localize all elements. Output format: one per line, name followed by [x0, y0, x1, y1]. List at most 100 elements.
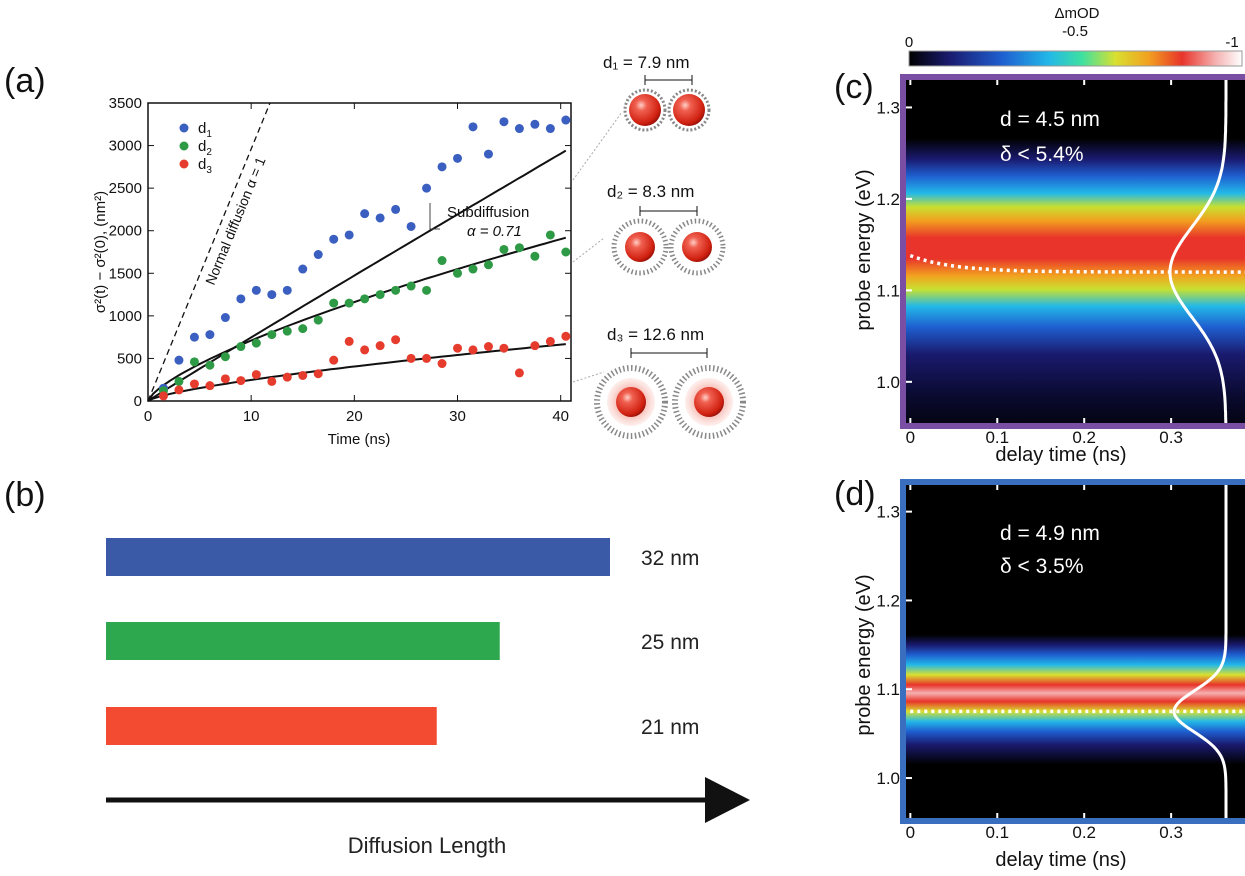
x-tick-label: 0.3 [1159, 428, 1183, 447]
data-point-d2 [313, 315, 323, 325]
data-point-d2 [174, 376, 184, 386]
panel-b-letter: (b) [4, 476, 46, 514]
peak-line-c [909, 253, 1245, 274]
data-point-d3 [189, 379, 199, 389]
data-point-d1 [205, 330, 215, 340]
data-point-d2 [437, 256, 447, 266]
spectrum-curve-d [1172, 485, 1228, 818]
particle-d3: d₃ = 12.6 nm [572, 325, 746, 439]
x-tick-label: 40 [552, 408, 569, 425]
data-point-d2 [561, 247, 571, 257]
data-point-d2 [468, 264, 478, 274]
panel-c-ylabel: probe energy (eV) [853, 169, 875, 330]
data-point-d1 [251, 285, 261, 295]
panel-d-heatmap: d = 4.9 nm δ < 3.5% 0 0.1 0.2 0.3 1.0 1.1 1.2 1… [853, 479, 1245, 871]
panel-d-dispersity: δ < 3.5% [1000, 555, 1084, 578]
y-tick-label: 500 [117, 350, 142, 367]
panel-c-dispersity: δ < 5.4% [1000, 143, 1084, 166]
colorbar-tick-2: -1 [1225, 34, 1238, 51]
y-tick-label: 2500 [109, 180, 142, 197]
data-point-d3 [344, 336, 354, 346]
y-tick-label: 3500 [109, 95, 142, 112]
nanocrystal-icon [682, 232, 712, 262]
data-point-d2 [514, 243, 524, 253]
data-point-d1 [406, 221, 416, 231]
data-point-d3 [437, 359, 447, 369]
data-point-d1 [189, 332, 199, 342]
data-point-d1 [375, 213, 385, 223]
panel-c-letter: (c) [834, 68, 874, 106]
panel-d-size: d = 4.9 nm [1000, 522, 1100, 545]
data-point-d3 [267, 376, 277, 386]
data-point-d3 [453, 343, 463, 353]
data-point-d1 [282, 285, 292, 295]
fit-curve-d1 [147, 149, 567, 402]
connector-d3 [572, 371, 605, 383]
subdiffusion-bracket [429, 203, 440, 230]
nanocrystal-icon [625, 232, 655, 262]
panel-c-frame [900, 74, 1245, 429]
y-tick-label: 1500 [109, 265, 142, 282]
data-point-d2 [329, 298, 339, 308]
bar-32-nm [106, 538, 610, 576]
legend-marker-d2 [179, 141, 189, 151]
colorbar-gradient [908, 50, 1243, 67]
data-point-d3 [313, 369, 323, 379]
bar-21-nm [106, 707, 437, 745]
particle-d1: d₁ = 7.9 nm [572, 53, 711, 181]
data-point-d1 [267, 290, 277, 300]
panel-a-ylabel: σ²(t) − σ²(0), (nm²) [92, 191, 109, 313]
data-point-d2 [545, 230, 555, 240]
legend: d1 d2 d3 [179, 120, 212, 176]
data-point-d3 [483, 342, 493, 352]
data-point-d3 [391, 335, 401, 345]
data-point-d1 [545, 124, 555, 134]
x-tick-label: 10 [243, 408, 260, 425]
fit-curve-d3 [147, 343, 566, 402]
data-point-d2 [483, 260, 493, 270]
data-point-d3 [514, 368, 524, 378]
data-point-d2 [220, 352, 230, 362]
arrow-head-icon [705, 777, 750, 823]
y-tick-label: 1.1 [876, 281, 900, 300]
x-tick-label: 0 [906, 823, 915, 842]
data-point-d1 [530, 119, 540, 129]
data-point-d2 [344, 298, 354, 308]
data-point-d3 [251, 370, 261, 380]
data-point-d1 [437, 162, 447, 172]
bar-value-label: 25 nm [641, 631, 699, 654]
data-point-d1 [360, 209, 370, 219]
y-tick-label: 1.3 [876, 98, 900, 117]
diffusion-length-arrow [106, 777, 750, 823]
particle-label-d3: d₃ = 12.6 nm [607, 325, 704, 344]
x-tick-label: 0 [144, 408, 152, 425]
data-point-d3 [530, 341, 540, 351]
panel-d-frame [900, 479, 1245, 824]
x-tick-label: 0 [906, 428, 915, 447]
data-point-d3 [468, 345, 478, 355]
x-tick-label: 0.2 [1072, 428, 1096, 447]
data-point-d2 [236, 342, 246, 352]
y-tick-label: 3000 [109, 138, 142, 155]
connector-d2 [572, 237, 605, 263]
panel-b-xlabel: Diffusion Length [348, 833, 507, 858]
data-point-d3 [499, 343, 509, 353]
data-point-d2 [391, 285, 401, 295]
panel-c-size: d = 4.5 nm [1000, 108, 1100, 131]
data-point-d3 [236, 376, 246, 386]
data-point-d1 [453, 153, 463, 163]
particle-label-d1: d₁ = 7.9 nm [603, 53, 690, 72]
data-point-d1 [561, 115, 571, 125]
x-tick-label: 20 [346, 408, 363, 425]
panel-c-heatmap: d = 4.5 nm δ < 5.4% 0 0.1 0.2 0.3 1.0 1.1 1.2 1… [853, 74, 1245, 466]
data-point-d3 [298, 370, 308, 380]
data-point-d1 [298, 264, 308, 274]
x-tick-label: 0.3 [1159, 823, 1183, 842]
data-point-d1 [174, 355, 184, 365]
data-point-d1 [422, 183, 432, 193]
panel-d-letter: (d) [834, 475, 876, 513]
connector-d1 [572, 111, 623, 181]
x-tick-label: 0.1 [985, 823, 1009, 842]
panel-a-letter: (a) [4, 62, 46, 100]
y-tick-label: 0 [134, 393, 142, 410]
